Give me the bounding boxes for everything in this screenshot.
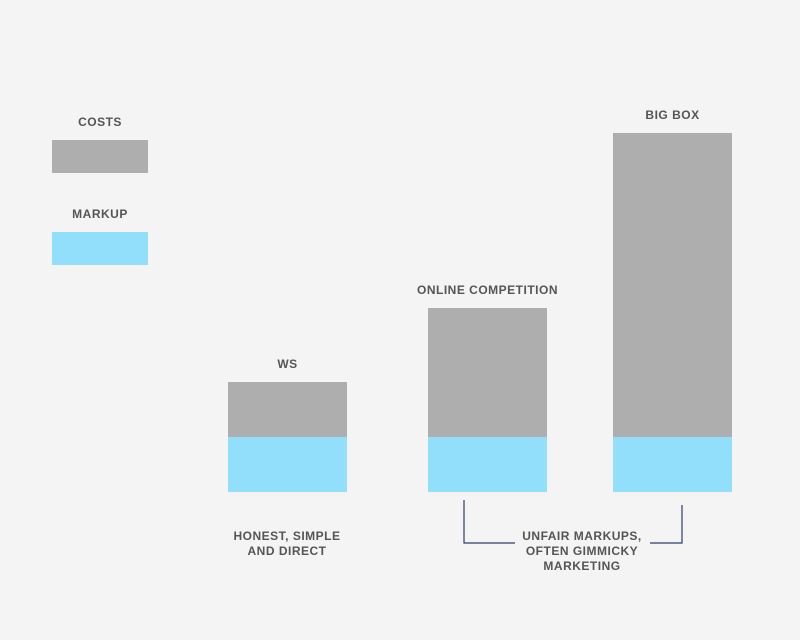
annotation: UNFAIR MARKUPS, OFTEN GIMMICKY MARKETING bbox=[522, 529, 642, 573]
legend-label: COSTS bbox=[78, 115, 122, 129]
bar-segment bbox=[228, 437, 347, 492]
bar-segment bbox=[428, 437, 547, 492]
legend-swatch bbox=[52, 232, 148, 265]
category-label: WS bbox=[277, 357, 298, 371]
bar-segment bbox=[428, 308, 547, 437]
bar-segment bbox=[613, 133, 732, 437]
category-label: BIG BOX bbox=[645, 108, 700, 122]
category-label: ONLINE COMPETITION bbox=[417, 283, 558, 297]
bracket bbox=[463, 500, 683, 544]
bar-segment bbox=[228, 382, 347, 437]
bar-segment bbox=[613, 437, 732, 492]
legend-swatch bbox=[52, 140, 148, 173]
annotation: HONEST, SIMPLE AND DIRECT bbox=[233, 529, 341, 558]
legend-label: MARKUP bbox=[72, 207, 128, 221]
